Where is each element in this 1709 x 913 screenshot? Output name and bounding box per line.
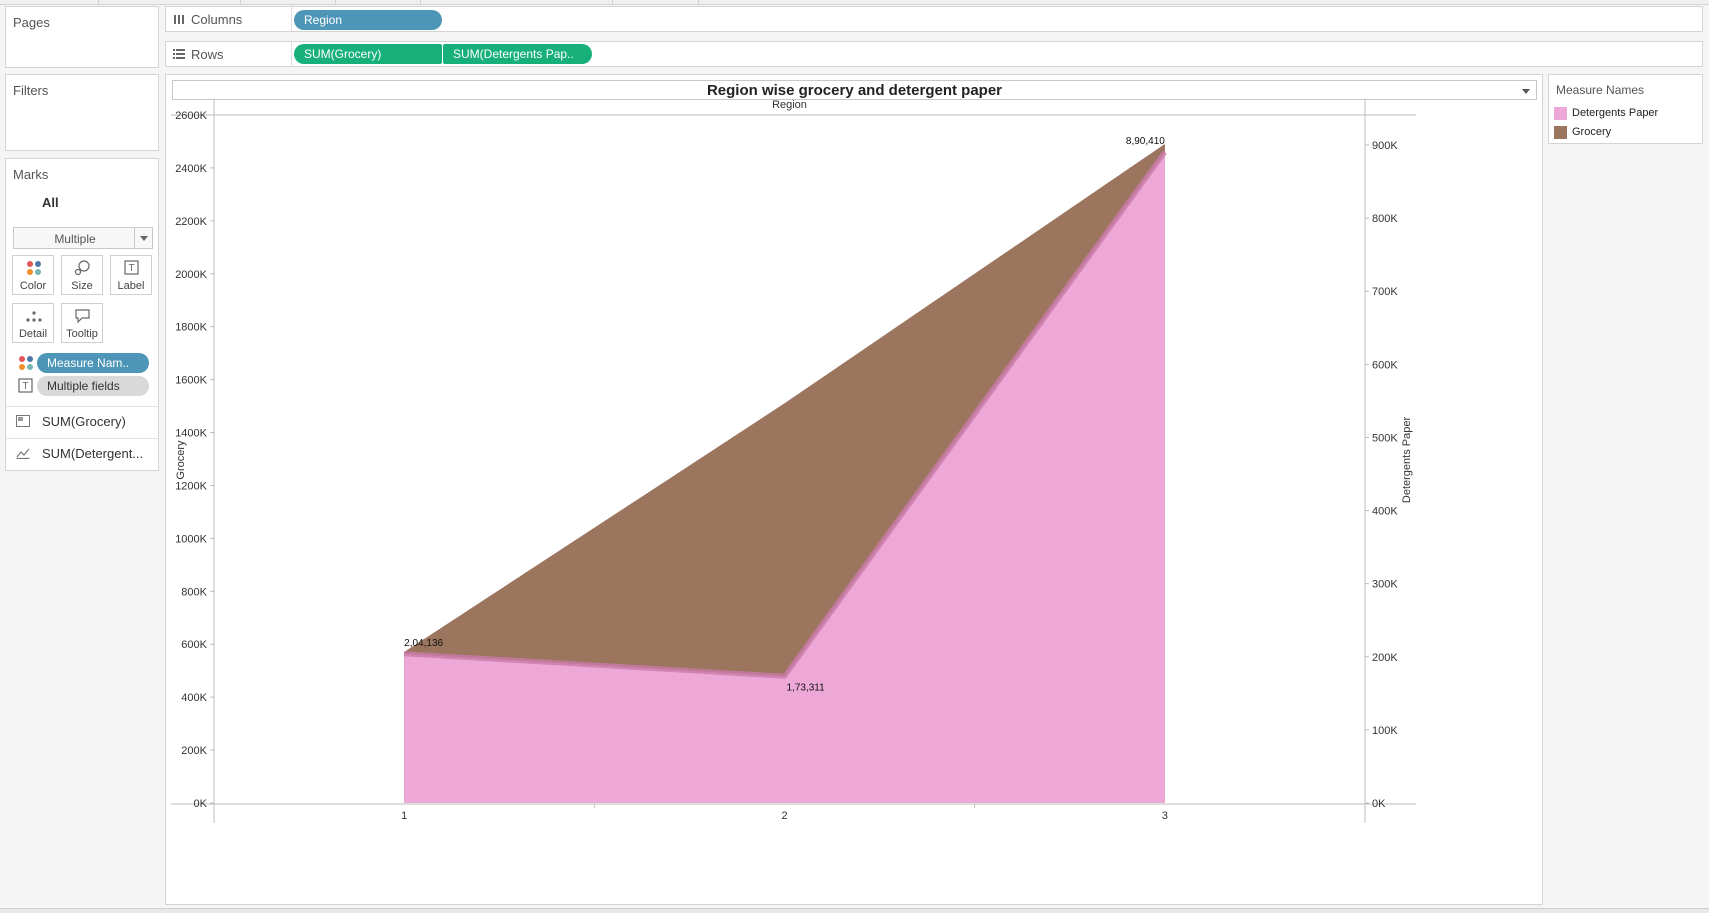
divider — [291, 42, 292, 66]
right-tick-label: 100K — [1372, 725, 1398, 737]
legend-item-label: Grocery — [1572, 126, 1612, 138]
x-tick-label: 2 — [781, 810, 787, 822]
size-icon — [74, 260, 90, 276]
chevron-down-icon[interactable] — [134, 228, 152, 248]
line-chart-icon — [16, 448, 30, 459]
right-tick-label: 600K — [1372, 359, 1398, 371]
tooltip-icon — [75, 309, 90, 324]
data-label: 2,04,136 — [404, 638, 443, 649]
area-chart-icon — [16, 415, 30, 427]
legend-swatch — [1554, 126, 1567, 139]
sum-detergents-pill[interactable]: SUM(Detergents Pap.. — [443, 44, 592, 64]
left-tick-label: 2000K — [175, 269, 207, 281]
multiple-fields-pill[interactable]: Multiple fields — [37, 376, 149, 396]
sum-grocery-pill[interactable]: SUM(Grocery) — [294, 44, 442, 64]
detail-icon — [26, 311, 42, 322]
tooltip-card[interactable]: Tooltip — [61, 303, 103, 343]
rows-icon — [173, 49, 185, 59]
right-tick-label: 200K — [1372, 652, 1398, 664]
sheet-detergents-row[interactable]: SUM(Detergent... — [6, 439, 158, 469]
right-tick-label: 800K — [1372, 213, 1398, 225]
left-tick-label: 0K — [194, 798, 208, 810]
label-icon: T — [18, 378, 33, 393]
x-tick-label: 1 — [401, 810, 407, 822]
x-tick-label: 3 — [1162, 810, 1168, 822]
right-tick-label: 0K — [1372, 798, 1386, 810]
left-tick-label: 1400K — [175, 428, 207, 440]
divider — [6, 438, 158, 439]
mark-type-dropdown[interactable]: Multiple — [13, 227, 153, 249]
right-tick-label: 900K — [1372, 140, 1398, 152]
color-card[interactable]: Color — [12, 255, 54, 295]
right-tick-label: 700K — [1372, 286, 1398, 298]
measure-names-pill[interactable]: Measure Nam.. — [37, 353, 149, 373]
columns-icon — [174, 15, 184, 24]
svg-text:T: T — [128, 263, 134, 274]
left-tick-label: 800K — [181, 586, 207, 598]
right-axis-title: Detergents Paper — [1401, 417, 1413, 504]
bottom-status-strip — [0, 908, 1709, 913]
color-legend: Measure Names Detergents Paper Grocery — [1548, 74, 1703, 144]
rows-label: Rows — [191, 47, 224, 62]
columns-shelf[interactable]: Columns Region — [165, 6, 1703, 32]
left-tick-label: 1000K — [175, 533, 207, 545]
mark-type-value: Multiple — [54, 232, 96, 246]
sheet-grocery-row[interactable]: SUM(Grocery) — [6, 407, 158, 437]
detergents-area — [404, 152, 1165, 803]
left-tick-label: 1200K — [175, 480, 207, 492]
data-label: 1,73,311 — [787, 682, 826, 693]
size-card[interactable]: Size — [61, 255, 103, 295]
filters-title: Filters — [13, 83, 49, 98]
left-tick-label: 1600K — [175, 375, 207, 387]
tooltip-card-label: Tooltip — [66, 328, 98, 340]
legend-swatch — [1554, 107, 1567, 120]
svg-text:T: T — [22, 381, 28, 392]
divider — [291, 7, 292, 31]
marks-card: Marks All Multiple Color Size T Label De… — [5, 158, 159, 471]
legend-title: Measure Names — [1556, 83, 1645, 97]
left-axis-title: Grocery — [175, 440, 187, 480]
right-tick-label: 300K — [1372, 579, 1398, 591]
label-card-label: Label — [117, 280, 145, 292]
detail-card-label: Detail — [18, 328, 48, 340]
color-icon — [19, 356, 33, 370]
right-tick-label: 500K — [1372, 432, 1398, 444]
color-icon — [27, 261, 41, 275]
pages-title: Pages — [13, 15, 50, 30]
column-header: Region — [772, 99, 807, 111]
left-tick-label: 600K — [181, 639, 207, 651]
chart-title: Region wise grocery and detergent paper — [706, 82, 1003, 99]
filters-shelf[interactable]: Filters — [5, 74, 159, 151]
divider — [6, 406, 158, 407]
label-card[interactable]: T Label — [110, 255, 152, 295]
marks-all-tab[interactable]: All — [42, 195, 59, 210]
left-tick-label: 2600K — [175, 110, 207, 122]
detail-card[interactable]: Detail — [12, 303, 54, 343]
pages-shelf[interactable]: Pages — [5, 6, 159, 68]
left-tick-label: 2400K — [175, 163, 207, 175]
grocery-overlap — [404, 144, 1165, 677]
size-card-label: Size — [71, 280, 93, 292]
sheet-grocery-label: SUM(Grocery) — [42, 414, 126, 429]
chevron-down-icon[interactable] — [1522, 89, 1530, 94]
region-pill[interactable]: Region — [294, 10, 442, 30]
right-tick-label: 400K — [1372, 506, 1398, 518]
left-tick-label: 2200K — [175, 216, 207, 228]
left-tick-label: 400K — [181, 692, 207, 704]
detergents-line — [404, 150, 1167, 679]
legend-item-label: Detergents Paper — [1572, 107, 1659, 119]
worksheet-title-bar[interactable]: Region wise grocery and detergent paper — [172, 80, 1537, 100]
left-tick-label: 1800K — [175, 322, 207, 334]
data-label: 8,90,410 — [1126, 136, 1165, 147]
top-tab-strip — [0, 0, 1709, 5]
worksheet-view: Region 0K 200K 400K 600K 800K 1000K 1200K 1400K 1… — [165, 74, 1543, 905]
marks-title: Marks — [13, 167, 49, 182]
label-icon: T — [124, 260, 139, 275]
area-chart: Region0K200K400K600K800K1000K1200K1400K1… — [171, 95, 1416, 823]
left-tick-label: 200K — [181, 745, 207, 757]
sheet-detergents-label: SUM(Detergent... — [42, 446, 144, 461]
rows-shelf[interactable]: Rows SUM(Grocery) SUM(Detergents Pap.. — [165, 41, 1703, 67]
color-card-label: Color — [19, 280, 47, 292]
columns-label: Columns — [191, 12, 243, 27]
